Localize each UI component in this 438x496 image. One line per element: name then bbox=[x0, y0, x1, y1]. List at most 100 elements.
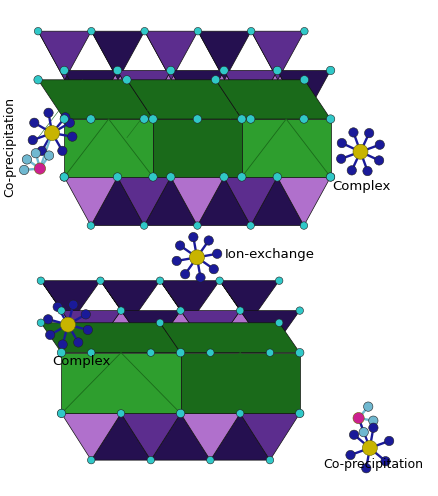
Polygon shape bbox=[251, 177, 304, 226]
Circle shape bbox=[212, 75, 220, 84]
Polygon shape bbox=[180, 353, 300, 413]
Circle shape bbox=[74, 338, 83, 347]
Polygon shape bbox=[251, 31, 304, 119]
Circle shape bbox=[326, 173, 335, 181]
Circle shape bbox=[276, 277, 283, 284]
Circle shape bbox=[276, 319, 283, 326]
Circle shape bbox=[156, 319, 164, 326]
Polygon shape bbox=[117, 177, 171, 226]
Circle shape bbox=[28, 135, 37, 145]
Circle shape bbox=[326, 66, 335, 75]
Circle shape bbox=[194, 27, 201, 35]
Circle shape bbox=[46, 330, 55, 340]
Polygon shape bbox=[41, 281, 100, 323]
Text: Complex: Complex bbox=[332, 180, 391, 193]
Circle shape bbox=[87, 222, 95, 229]
Circle shape bbox=[44, 108, 53, 118]
Circle shape bbox=[362, 440, 377, 455]
Circle shape bbox=[266, 349, 274, 357]
Text: Co-precipitation: Co-precipitation bbox=[4, 97, 17, 197]
Circle shape bbox=[60, 66, 68, 75]
Circle shape bbox=[58, 410, 65, 417]
Polygon shape bbox=[64, 177, 117, 226]
Polygon shape bbox=[224, 70, 277, 119]
Circle shape bbox=[172, 256, 181, 265]
Circle shape bbox=[147, 349, 155, 357]
Circle shape bbox=[196, 273, 205, 282]
Polygon shape bbox=[145, 31, 198, 80]
Polygon shape bbox=[219, 281, 270, 353]
Circle shape bbox=[140, 115, 148, 123]
Polygon shape bbox=[210, 310, 270, 353]
Circle shape bbox=[266, 456, 274, 464]
Circle shape bbox=[369, 423, 378, 433]
Polygon shape bbox=[215, 80, 331, 119]
Polygon shape bbox=[171, 177, 224, 226]
Polygon shape bbox=[64, 70, 117, 119]
Circle shape bbox=[296, 307, 304, 314]
Polygon shape bbox=[210, 413, 270, 460]
Circle shape bbox=[65, 118, 74, 127]
Circle shape bbox=[220, 66, 228, 75]
Circle shape bbox=[247, 222, 254, 229]
Polygon shape bbox=[151, 310, 210, 353]
Polygon shape bbox=[144, 70, 198, 119]
Circle shape bbox=[147, 456, 155, 464]
Circle shape bbox=[113, 173, 122, 181]
Circle shape bbox=[362, 464, 371, 473]
Circle shape bbox=[194, 222, 201, 229]
Circle shape bbox=[207, 349, 214, 357]
Polygon shape bbox=[151, 413, 210, 460]
Polygon shape bbox=[198, 177, 251, 226]
Circle shape bbox=[375, 140, 385, 149]
Circle shape bbox=[166, 173, 175, 181]
Circle shape bbox=[60, 113, 70, 122]
Polygon shape bbox=[153, 119, 242, 177]
Text: Ion-exchange: Ion-exchange bbox=[225, 248, 315, 261]
Circle shape bbox=[353, 144, 368, 159]
Circle shape bbox=[273, 173, 282, 181]
Polygon shape bbox=[180, 310, 240, 353]
Polygon shape bbox=[127, 80, 242, 119]
Polygon shape bbox=[91, 70, 144, 119]
Circle shape bbox=[123, 75, 131, 84]
Circle shape bbox=[385, 436, 394, 445]
Polygon shape bbox=[160, 323, 300, 353]
Polygon shape bbox=[41, 323, 180, 353]
Circle shape bbox=[141, 27, 148, 35]
Circle shape bbox=[216, 277, 223, 284]
Circle shape bbox=[237, 410, 244, 417]
Circle shape bbox=[117, 307, 125, 314]
Circle shape bbox=[53, 302, 62, 311]
Circle shape bbox=[177, 409, 185, 418]
Circle shape bbox=[193, 115, 201, 123]
Circle shape bbox=[300, 222, 307, 229]
Polygon shape bbox=[251, 70, 304, 119]
Circle shape bbox=[237, 307, 244, 314]
Circle shape bbox=[359, 428, 368, 437]
Circle shape bbox=[58, 340, 67, 349]
Circle shape bbox=[88, 349, 95, 357]
Circle shape bbox=[364, 402, 373, 411]
Polygon shape bbox=[100, 281, 151, 353]
Circle shape bbox=[296, 410, 304, 417]
Polygon shape bbox=[277, 177, 331, 226]
Circle shape bbox=[67, 132, 77, 141]
Circle shape bbox=[57, 349, 66, 357]
Circle shape bbox=[247, 115, 255, 123]
Polygon shape bbox=[121, 413, 180, 460]
Circle shape bbox=[149, 115, 157, 123]
Circle shape bbox=[34, 75, 42, 84]
Circle shape bbox=[60, 317, 75, 332]
Circle shape bbox=[177, 410, 184, 417]
Circle shape bbox=[141, 222, 148, 229]
Circle shape bbox=[207, 456, 214, 464]
Circle shape bbox=[369, 416, 378, 426]
Circle shape bbox=[220, 173, 228, 181]
Circle shape bbox=[349, 128, 358, 137]
Circle shape bbox=[204, 236, 213, 245]
Circle shape bbox=[347, 166, 357, 175]
Circle shape bbox=[336, 154, 346, 164]
Polygon shape bbox=[198, 31, 251, 119]
Circle shape bbox=[300, 27, 308, 35]
